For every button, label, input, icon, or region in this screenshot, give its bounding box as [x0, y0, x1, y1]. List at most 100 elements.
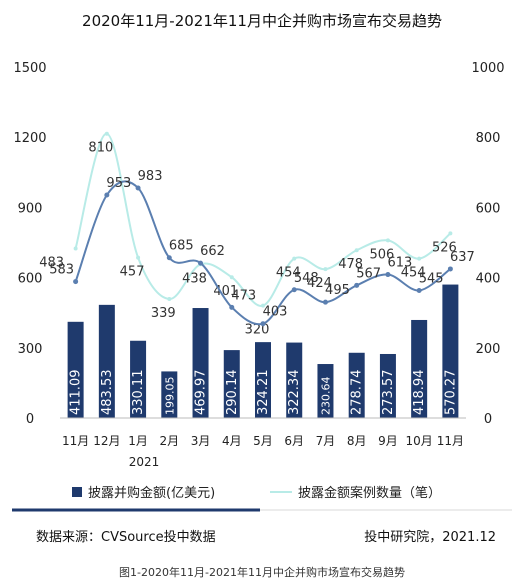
- amount-label: 495: [325, 283, 350, 298]
- count-label: 526: [432, 240, 457, 255]
- amount-point: [135, 185, 141, 191]
- amount-point: [447, 266, 453, 272]
- bar: [98, 304, 115, 418]
- count-point: [104, 131, 109, 136]
- count-label: 483: [39, 255, 64, 270]
- count-point: [354, 248, 359, 253]
- bar-series: 411.09 483.53 330.11 199.05 469.97 290.14 324.…: [67, 284, 459, 418]
- line-series: 483 810 457 339 438 401 320 454 424 478 506 454 526 5…: [39, 131, 475, 338]
- count-point: [167, 297, 172, 302]
- x-tick-label: 9月: [378, 434, 398, 448]
- bar-value-label: 570.27: [443, 370, 458, 416]
- bar-value-label: 411.09: [69, 370, 84, 416]
- bar-value-label: 273.57: [381, 370, 396, 416]
- amount-point: [385, 272, 391, 278]
- amount-label: 548: [294, 271, 319, 286]
- x-tick-label: 11月: [437, 434, 464, 448]
- x-tick-label: 12月: [93, 434, 120, 448]
- count-label: 478: [338, 257, 363, 272]
- right-tick-label: 800: [476, 131, 501, 146]
- amount-label: 473: [231, 288, 256, 303]
- right-tick-label: 0: [484, 412, 492, 427]
- right-axis: 0 200 400 600 800 1000: [471, 61, 504, 427]
- count-point: [292, 256, 297, 261]
- bar: [192, 308, 209, 418]
- x-tick-label: 2月: [159, 434, 179, 448]
- amount-label: 983: [138, 169, 163, 184]
- right-tick-label: 600: [476, 201, 501, 216]
- x-tick-label: 8月: [347, 434, 367, 448]
- count-label: 401: [213, 284, 238, 299]
- amount-point: [354, 282, 360, 288]
- count-label: 320: [245, 323, 270, 338]
- amount-label: 567: [356, 266, 381, 281]
- count-point: [229, 275, 234, 280]
- amount-point: [260, 321, 266, 327]
- bar: [161, 371, 178, 418]
- count-point: [323, 267, 328, 272]
- amount-label: 637: [450, 250, 475, 265]
- bar-value-label: 483.53: [100, 370, 115, 416]
- count-label: 454: [276, 266, 301, 281]
- left-tick-label: 300: [18, 342, 43, 357]
- amount-point: [291, 287, 297, 293]
- bar: [67, 321, 84, 418]
- left-tick-label: 0: [26, 412, 34, 427]
- count-label: 457: [120, 265, 145, 280]
- amount-label: 685: [169, 239, 194, 254]
- count-line: [74, 132, 452, 307]
- bar-value-label: 469.97: [194, 370, 209, 416]
- x-tick-label: 4月: [222, 434, 242, 448]
- count-point: [385, 238, 390, 243]
- amount-label: 403: [263, 305, 288, 320]
- amount-label: 662: [200, 244, 225, 259]
- bar-value-label: 324.21: [256, 370, 271, 416]
- bar-value-label: 322.34: [287, 370, 302, 416]
- count-label: 506: [370, 247, 395, 262]
- amount-point: [104, 192, 110, 198]
- x-tick-label: 10月: [406, 434, 433, 448]
- count-label: 438: [182, 271, 207, 286]
- bar: [379, 353, 396, 418]
- bar-value-label: 278.74: [350, 370, 365, 416]
- chart-title: 2020年11月-2021年11月中企并购市场宣布交易趋势: [82, 12, 442, 30]
- x-axis: 11月 12月 1月 2月 3月 4月 5月 6月 7月 8月 9月 10月 11月: [60, 417, 466, 448]
- bar-value-label: 230.64: [319, 377, 332, 416]
- bar-value-label: 199.05: [163, 377, 176, 416]
- count-label: 339: [151, 306, 176, 321]
- left-tick-label: 1500: [13, 61, 46, 76]
- amount-point: [322, 299, 328, 305]
- count-label: 424: [307, 276, 332, 291]
- x-tick-label: 5月: [253, 434, 273, 448]
- bar: [348, 352, 365, 418]
- bar: [442, 284, 459, 418]
- count-point: [417, 256, 422, 261]
- left-tick-label: 600: [18, 272, 43, 287]
- legend-item-line: 披露金额案例数量（笔）: [298, 485, 441, 501]
- bar: [317, 364, 334, 418]
- legend-item-bar: 披露并购金额(亿美元): [88, 485, 215, 501]
- bar: [223, 350, 240, 418]
- count-point: [73, 246, 78, 251]
- right-tick-label: 200: [476, 342, 501, 357]
- count-point: [448, 231, 453, 236]
- x-tick-label: 11月: [62, 434, 89, 448]
- bar: [286, 342, 303, 418]
- bar: [255, 342, 271, 418]
- org-text: 投中研究院，2021.12: [364, 529, 496, 545]
- bar: [130, 340, 147, 418]
- legend: 披露并购金额(亿美元) 披露金额案例数量（笔）: [12, 485, 512, 512]
- amount-label: 583: [49, 263, 74, 278]
- amount-point: [166, 255, 172, 261]
- count-label: 810: [88, 141, 113, 156]
- x-tick-label: 6月: [284, 434, 304, 448]
- count-point: [261, 303, 265, 308]
- amount-label: 545: [419, 271, 444, 286]
- x-tick-label: 3月: [191, 434, 211, 448]
- bar: [411, 319, 428, 418]
- left-axis: 0 300 600 900 1200 1500: [13, 61, 46, 427]
- amount-point: [73, 279, 79, 285]
- amount-point: [416, 287, 422, 293]
- bar-value-label: 290.14: [225, 370, 240, 416]
